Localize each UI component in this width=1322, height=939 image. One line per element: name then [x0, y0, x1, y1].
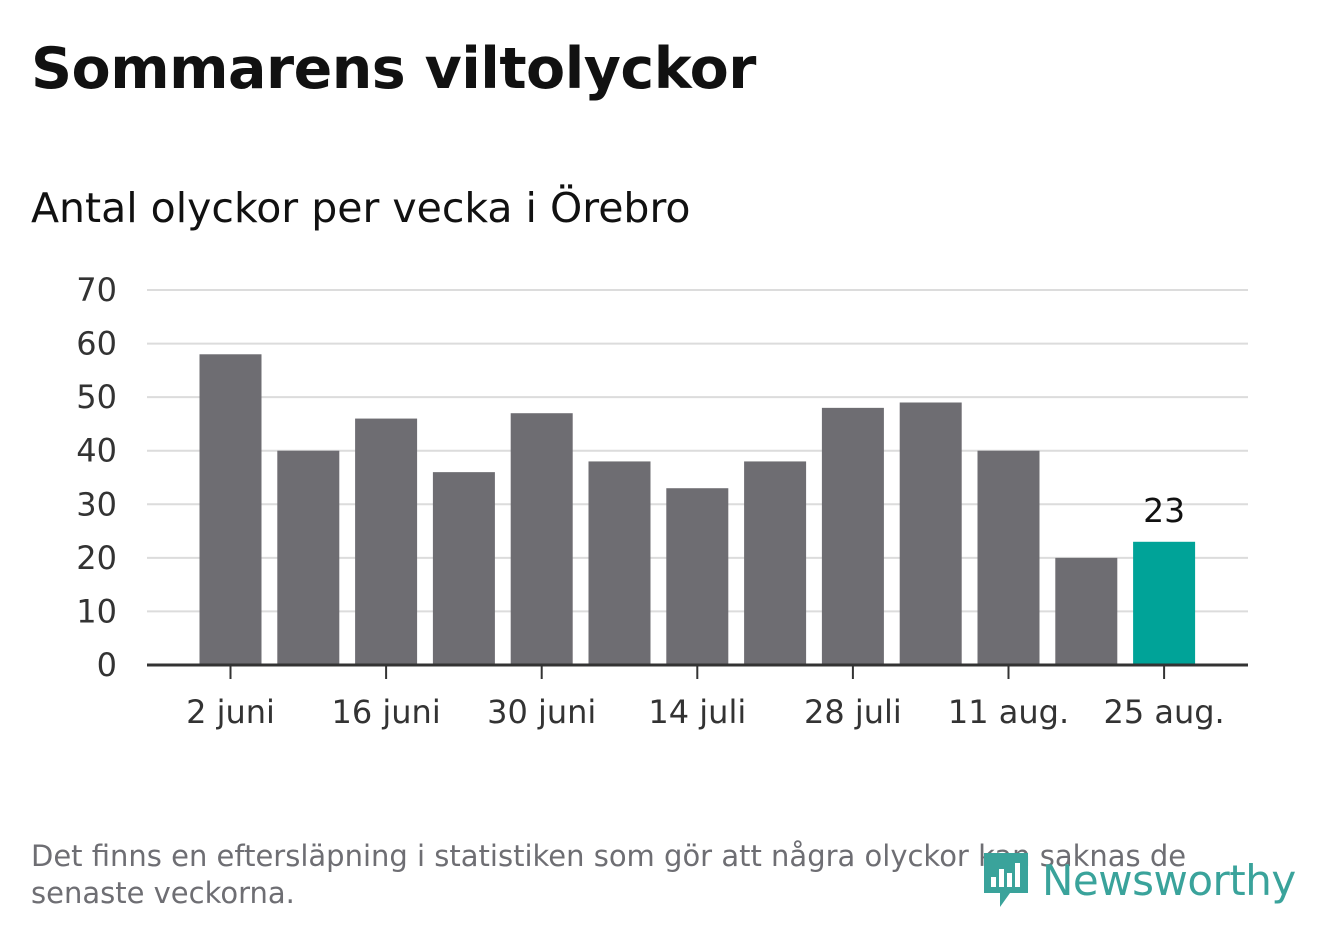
bar-12: [1133, 541, 1196, 665]
x-tick-label-0: 2 juni: [186, 693, 275, 731]
y-tick-label-60: 60: [76, 325, 117, 363]
y-tick-label-40: 40: [76, 432, 117, 470]
y-tick-label-20: 20: [76, 539, 117, 577]
y-tick-label-0: 0: [97, 646, 117, 684]
newsworthy-logo: Newsworthy: [980, 848, 1296, 912]
y-tick-label-50: 50: [76, 378, 117, 416]
chart-subtitle: Antal olyckor per vecka i Örebro: [31, 184, 691, 232]
x-tick-label-8: 28 juli: [804, 693, 902, 731]
x-tick-label-4: 30 juni: [487, 693, 596, 731]
y-tick-label-30: 30: [76, 485, 117, 523]
bar-2: [355, 418, 418, 665]
bar-3: [432, 472, 495, 665]
data-label-12: 23: [1143, 491, 1185, 530]
bar-9: [899, 402, 962, 665]
bar-chart: 0 10 20 30 40 50 60 70 2 juni 16 juni 30 juni 14 ju…: [76, 271, 1248, 731]
bar-4: [510, 413, 573, 665]
bar-0: [199, 354, 262, 665]
bar-5: [588, 461, 651, 665]
bar-8: [821, 407, 884, 665]
bar-7: [744, 461, 807, 665]
x-tick-label-2: 16 juni: [331, 693, 440, 731]
x-tick-label-12: 25 aug.: [1103, 693, 1224, 731]
logo-text: Newsworthy: [1042, 855, 1296, 905]
y-tick-label-10: 10: [76, 592, 117, 630]
x-tick-label-10: 11 aug.: [948, 693, 1069, 731]
y-tick-label-70: 70: [76, 271, 117, 309]
bar-6: [666, 488, 729, 665]
bar-10: [977, 450, 1040, 665]
bar-1: [277, 450, 340, 665]
bar-11: [1055, 557, 1118, 665]
newsworthy-logo-icon: [984, 853, 1028, 907]
chart-title: Sommarens viltolyckor: [31, 36, 756, 102]
x-tick-label-6: 14 juli: [648, 693, 746, 731]
